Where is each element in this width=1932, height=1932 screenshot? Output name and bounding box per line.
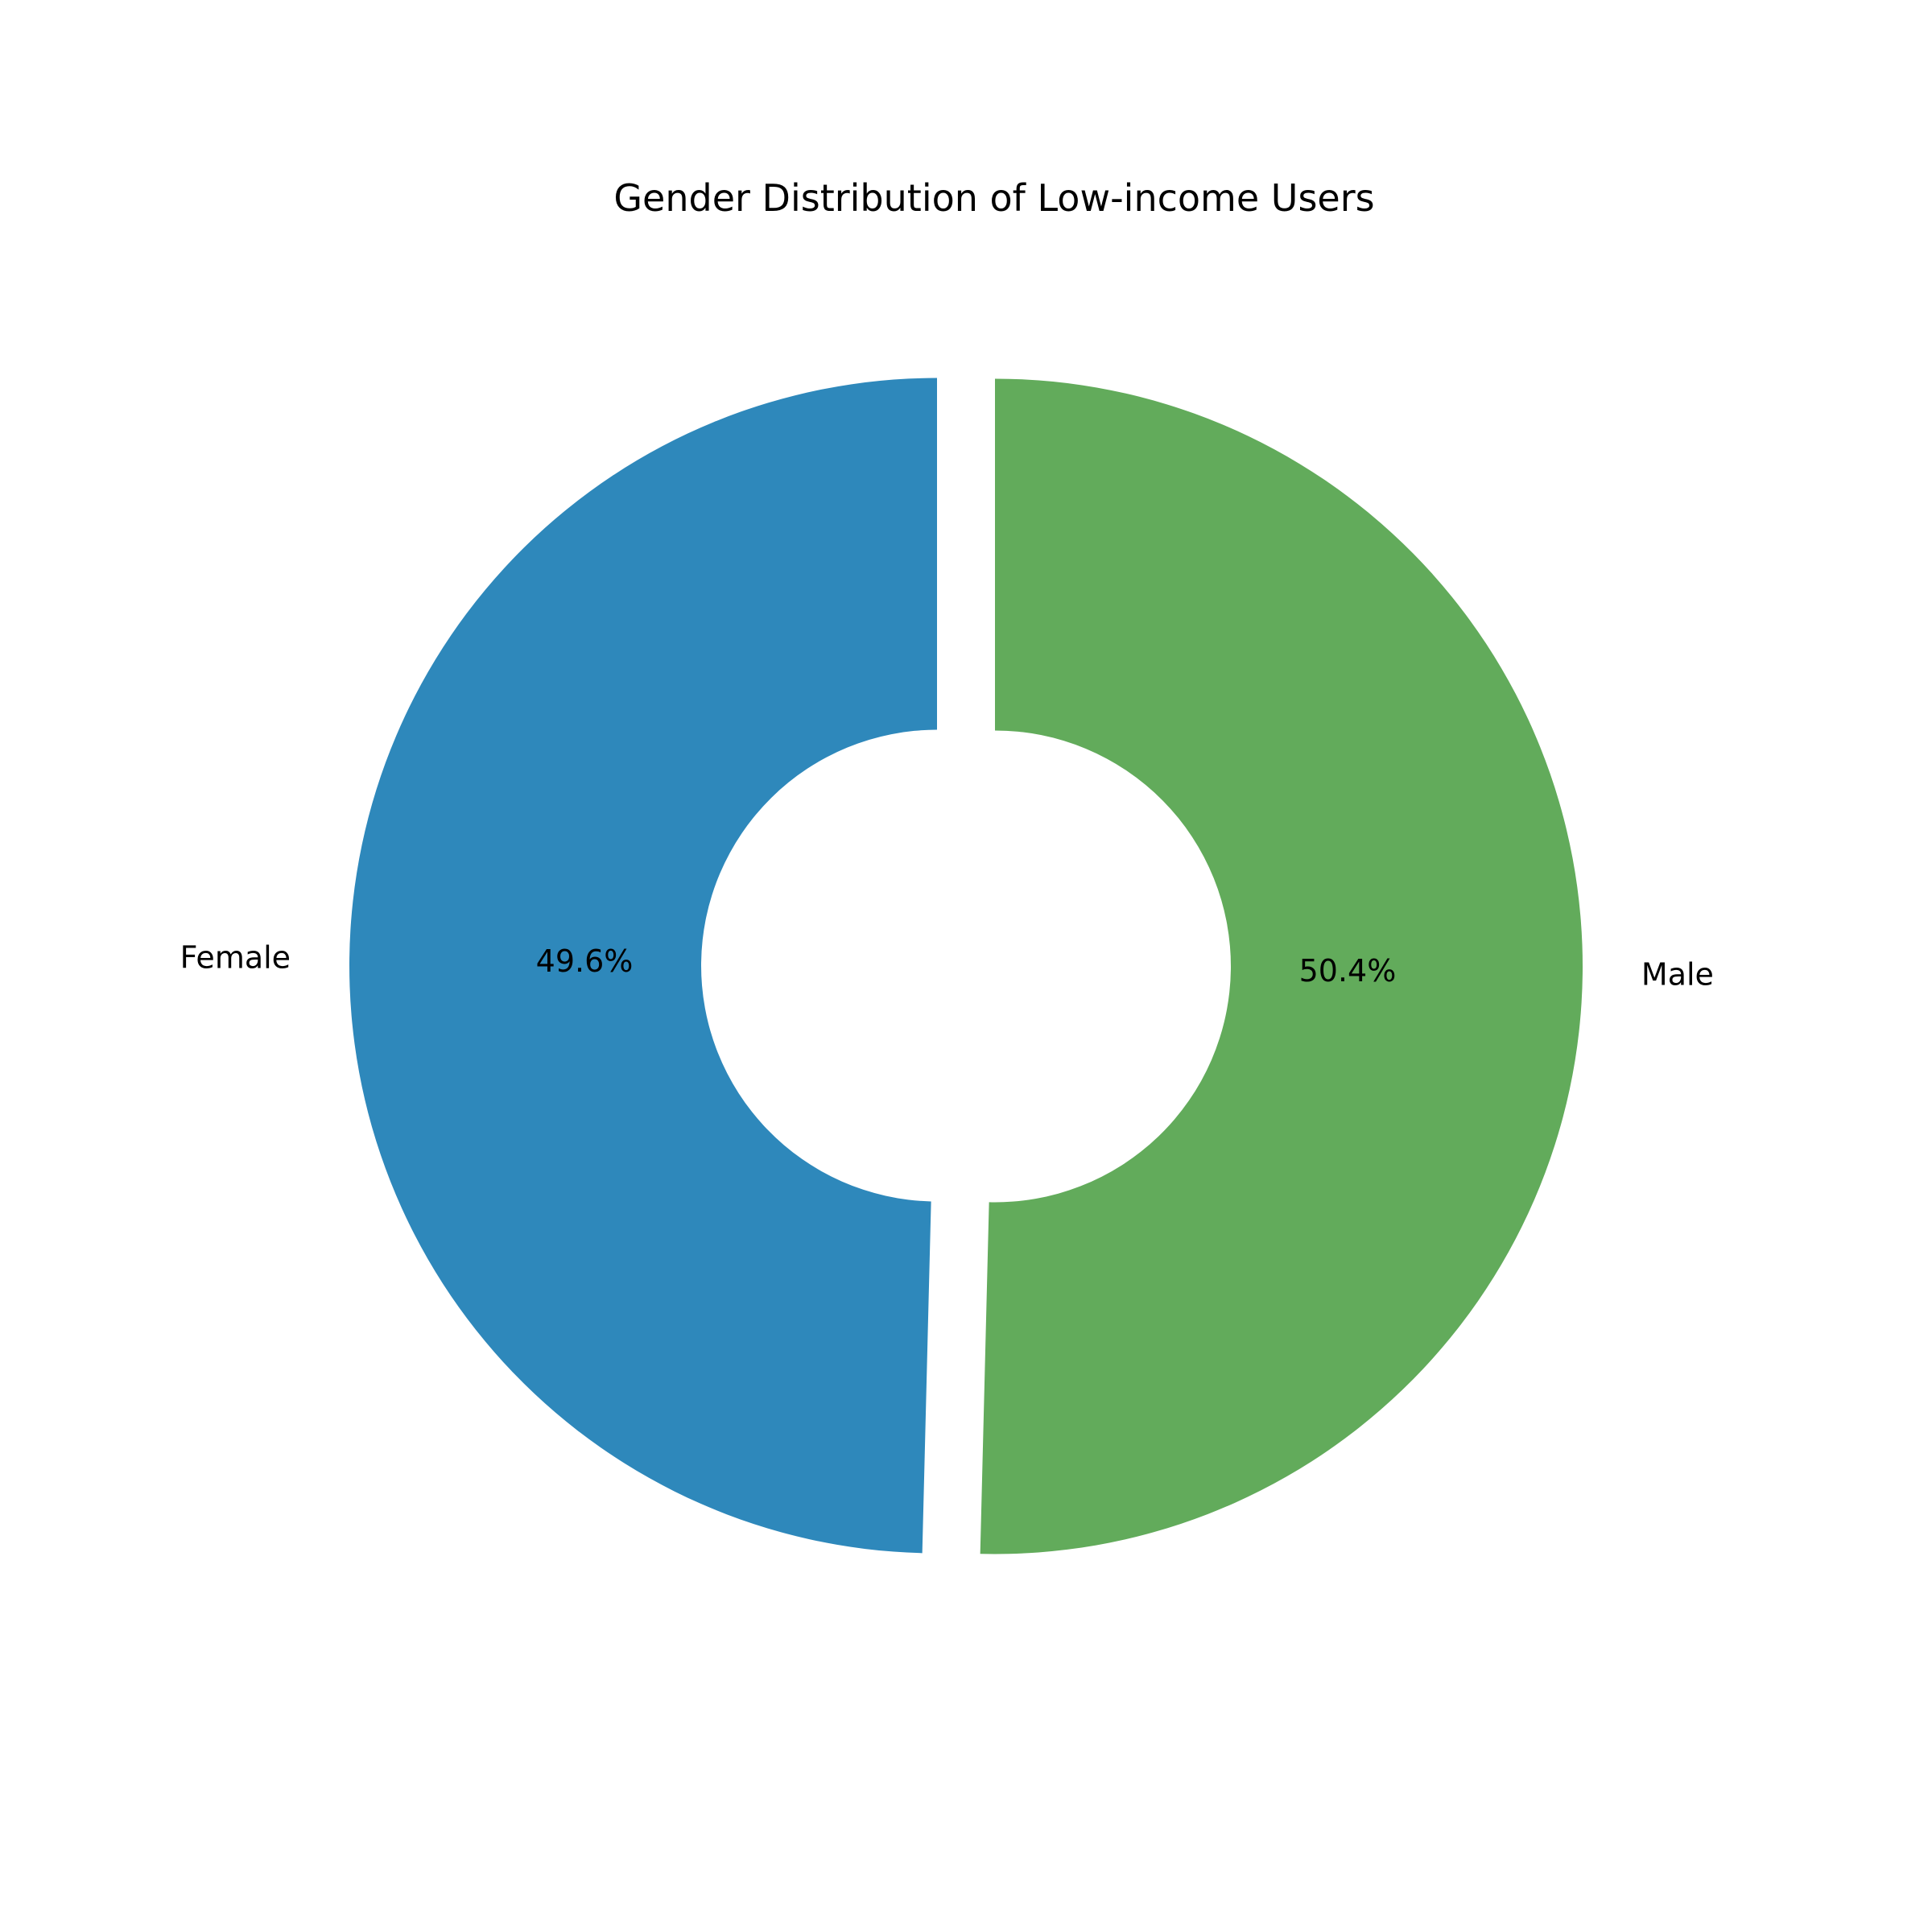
pie-slice-male	[980, 378, 1583, 1554]
pie-slice-female	[349, 378, 938, 1554]
slice-label-male: Male	[1641, 957, 1714, 993]
slice-percent-male: 50.4%	[1299, 953, 1397, 989]
slice-percent-female: 49.6%	[536, 943, 634, 979]
pie-labels: Female 49.6% Male 50.4%	[180, 939, 1714, 992]
chart-title: Gender Distribution of Low-income Users	[613, 176, 1374, 220]
slice-label-female: Female	[180, 939, 291, 975]
pie-slices	[349, 378, 1583, 1554]
